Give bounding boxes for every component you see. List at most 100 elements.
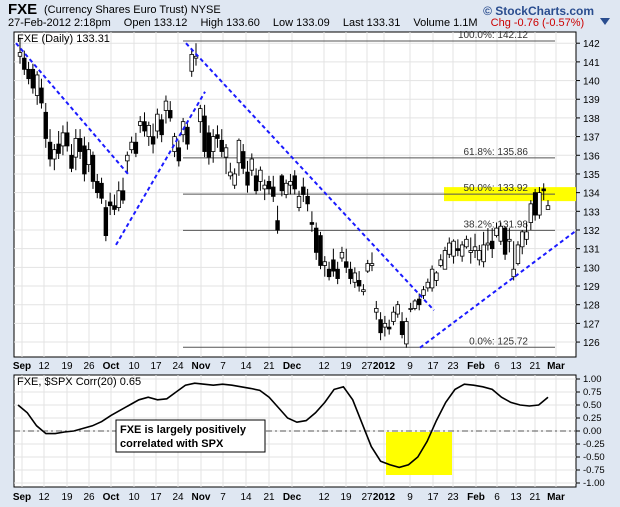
corr-x-tick-label: 6 bbox=[494, 492, 500, 503]
candle-body bbox=[339, 252, 345, 259]
candle-body bbox=[125, 154, 130, 162]
price-y-tick-label: 135 bbox=[583, 170, 600, 181]
candle-body bbox=[434, 272, 439, 281]
fib-label: 50.0%: 133.92 bbox=[464, 183, 529, 194]
price-y-tick-label: 128 bbox=[583, 301, 600, 312]
candle-body bbox=[391, 311, 396, 322]
corr-y-tick-label: 0.25 bbox=[583, 413, 602, 424]
candle-body bbox=[301, 186, 306, 195]
candle-body bbox=[249, 158, 255, 171]
candle-body bbox=[313, 227, 319, 253]
candle-body bbox=[30, 68, 36, 89]
price-x-tick-label: 14 bbox=[240, 361, 252, 372]
candle-body bbox=[318, 235, 323, 266]
candle-body bbox=[163, 100, 169, 111]
price-y-tick-label: 139 bbox=[583, 95, 600, 106]
corr-x-tick-label: 17 bbox=[427, 492, 439, 503]
candle-body bbox=[507, 238, 512, 242]
corr-x-tick-label: 27 bbox=[361, 492, 373, 503]
price-x-tick-label: 7 bbox=[220, 361, 226, 372]
candle-body bbox=[215, 134, 220, 139]
price-y-tick-label: 126 bbox=[583, 338, 600, 349]
candle-body bbox=[455, 248, 461, 251]
candle-body bbox=[296, 195, 302, 208]
candle-body bbox=[412, 300, 418, 309]
candle-body bbox=[382, 322, 388, 328]
trendline-oct-rally bbox=[115, 91, 206, 246]
price-x-tick-label: 19 bbox=[340, 361, 352, 372]
candle-body bbox=[322, 261, 327, 266]
candle-body bbox=[185, 126, 190, 145]
candle-body bbox=[120, 190, 126, 201]
candle-body bbox=[228, 171, 233, 177]
candle-body bbox=[129, 141, 134, 151]
corr-x-tick-label: Feb bbox=[467, 492, 485, 503]
candle-body bbox=[241, 151, 246, 169]
candle-body bbox=[202, 115, 207, 152]
fib-label: 38.2%: 131.98 bbox=[464, 219, 529, 230]
candle-body bbox=[498, 225, 503, 242]
corr-y-tick-label: 0.50 bbox=[583, 400, 602, 411]
corr-x-tick-label: 26 bbox=[83, 492, 95, 503]
price-y-tick-label: 136 bbox=[583, 151, 600, 162]
price-y-tick-label: 138 bbox=[583, 114, 600, 125]
corr-x-tick-label: 21 bbox=[263, 492, 275, 503]
price-x-tick-label: 24 bbox=[172, 361, 184, 372]
quote-high: High 133.60 bbox=[200, 17, 260, 29]
candle-body bbox=[47, 141, 53, 160]
candle-body bbox=[532, 192, 538, 216]
candle-body bbox=[73, 138, 79, 158]
price-x-tick-label: 2012 bbox=[373, 361, 396, 372]
price-x-tick-label: 19 bbox=[61, 361, 73, 372]
price-legend: FXE (Daily) 133.31 bbox=[17, 33, 110, 45]
candle-body bbox=[65, 132, 70, 147]
price-x-tick-label: 10 bbox=[128, 361, 140, 372]
candle-body bbox=[39, 87, 44, 104]
candle-body bbox=[348, 268, 353, 279]
corr-x-tick-label: Mar bbox=[547, 492, 565, 503]
candle-body bbox=[172, 136, 177, 152]
candle-body bbox=[133, 141, 139, 154]
candle-body bbox=[77, 138, 83, 152]
price-y-tick-label: 134 bbox=[583, 189, 600, 200]
price-y-tick-label: 140 bbox=[583, 77, 600, 88]
corr-y-tick-label: 0.00 bbox=[583, 426, 602, 437]
price-x-tick-label: Oct bbox=[103, 361, 120, 372]
candle-body bbox=[90, 154, 96, 182]
candle-body bbox=[468, 250, 473, 253]
price-x-tick-label: Dec bbox=[283, 361, 302, 372]
candle-body bbox=[17, 52, 23, 57]
candle-body bbox=[395, 304, 400, 315]
corr-y-tick-label: -0.50 bbox=[583, 452, 605, 463]
candle-body bbox=[335, 268, 340, 279]
corr-annotation-line1: FXE is largely positively bbox=[120, 424, 247, 436]
candle-body bbox=[477, 250, 482, 261]
candle-body bbox=[451, 240, 456, 257]
candle-body bbox=[520, 231, 525, 248]
price-y-tick-label: 133 bbox=[583, 207, 600, 218]
corr-x-tick-label: Dec bbox=[283, 492, 302, 503]
candle-body bbox=[236, 139, 242, 164]
corr-y-tick-label: -0.75 bbox=[583, 465, 605, 476]
candle-body bbox=[502, 227, 508, 255]
candle-body bbox=[69, 154, 74, 169]
dropdown-arrow-icon[interactable] bbox=[600, 18, 610, 25]
candle-body bbox=[176, 147, 182, 162]
candle-body bbox=[464, 238, 469, 248]
candle-body bbox=[258, 169, 263, 182]
security-name: (Currency Shares Euro Trust) bbox=[44, 4, 188, 16]
candle-body bbox=[485, 242, 491, 246]
price-x-tick-label: 21 bbox=[263, 361, 275, 372]
candle-body bbox=[361, 289, 366, 293]
corr-x-tick-label: 14 bbox=[240, 492, 252, 503]
corr-series-line bbox=[17, 382, 549, 469]
candle-body bbox=[34, 74, 40, 96]
chart-security-name: (Currency Shares Euro Trust) NYSE bbox=[44, 4, 221, 16]
candle-body bbox=[22, 57, 27, 70]
price-x-tick-label: 9 bbox=[407, 361, 413, 372]
candle-body bbox=[537, 192, 542, 216]
corr-x-tick-label: 17 bbox=[150, 492, 162, 503]
candle-body bbox=[344, 261, 349, 268]
price-x-tick-label: 13 bbox=[510, 361, 522, 372]
